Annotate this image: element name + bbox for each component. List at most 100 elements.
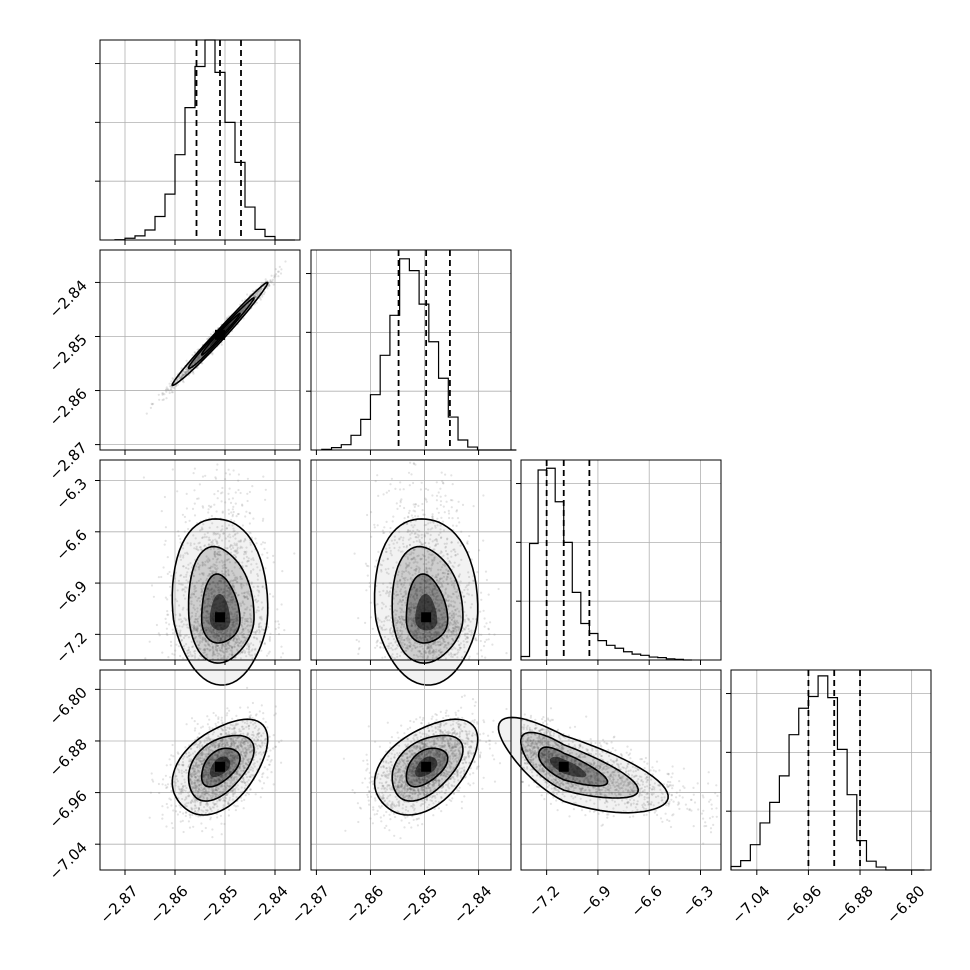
scatter-point (280, 603, 283, 606)
scatter-point (264, 278, 267, 281)
scatter-point (365, 564, 368, 567)
scatter-point (431, 494, 434, 497)
scatter-point (383, 531, 386, 534)
scatter-point (166, 633, 169, 637)
scatter-point (482, 609, 485, 612)
scatter-point (170, 574, 173, 577)
scatter-point (476, 571, 479, 574)
scatter-point (268, 284, 271, 287)
scatter-point (431, 513, 434, 516)
scatter-point (266, 556, 269, 560)
scatter-point (263, 643, 266, 646)
scatter-point (166, 572, 169, 576)
scatter-point (168, 391, 171, 395)
scatter-point (485, 622, 488, 625)
scatter-point (167, 656, 170, 659)
scatter-point (231, 513, 234, 516)
scatter-point (427, 488, 430, 491)
scatter-point (451, 517, 454, 520)
scatter-point (448, 516, 451, 520)
scatter-point (177, 530, 180, 533)
scatter-point (277, 633, 281, 636)
scatter-point (246, 499, 249, 503)
scatter-point (177, 645, 180, 648)
scatter-point (241, 309, 244, 312)
scatter-point (165, 621, 168, 624)
scatter-point (419, 488, 422, 491)
scatter-point (160, 510, 163, 513)
scatter-point (233, 520, 236, 523)
scatter-point (468, 534, 471, 538)
scatter-point (482, 494, 485, 497)
scatter-point (475, 639, 478, 642)
scatter-point (439, 500, 443, 503)
scatter-point (239, 491, 242, 495)
scatter-point (193, 359, 197, 362)
scatter-point (166, 610, 169, 613)
scatter-point (399, 488, 402, 491)
scatter-point (254, 537, 257, 540)
scatter-point (248, 490, 251, 494)
scatter-point (443, 511, 446, 514)
scatter-point (228, 473, 231, 476)
scatter-point (148, 640, 151, 643)
scatter-point (213, 493, 216, 496)
scatter-point (435, 494, 439, 497)
density-panel-2-0: −6.3−6.6−6.9−7.2 (52, 459, 301, 686)
scatter-point (165, 390, 168, 393)
scatter-point (207, 508, 210, 511)
scatter-point (150, 584, 154, 587)
scatter-point (421, 502, 424, 506)
scatter-point (240, 311, 243, 314)
scatter-point (482, 539, 485, 542)
scatter-point (181, 380, 184, 383)
scatter-point (192, 372, 195, 375)
scatter-point (145, 412, 148, 415)
scatter-point (181, 513, 184, 516)
scatter-point (410, 514, 413, 517)
scatter-point (435, 499, 438, 502)
scatter-point (263, 541, 267, 544)
scatter-point (385, 520, 388, 524)
scatter-point (261, 541, 265, 544)
scatter-point (255, 542, 258, 545)
scatter-point (274, 275, 277, 278)
scatter-point (478, 633, 481, 636)
scatter-point (485, 578, 488, 582)
scatter-point (474, 637, 478, 640)
scatter-point (403, 517, 406, 520)
scatter-point (168, 623, 171, 626)
y-tick-label-r2-1: −6.6 (52, 526, 90, 564)
scatter-point (376, 639, 379, 642)
scatter-point (182, 373, 186, 376)
scatter-point (280, 656, 283, 659)
scatter-point (149, 406, 152, 409)
scatter-point (480, 591, 483, 594)
scatter-point (237, 512, 240, 516)
scatter-point (371, 627, 374, 630)
scatter-point (357, 640, 361, 643)
scatter-point (160, 575, 163, 579)
scatter-point (277, 270, 280, 273)
scatter-point (171, 632, 175, 635)
scatter-point (375, 559, 378, 562)
scatter-point (444, 473, 447, 476)
scatter-point (265, 654, 269, 657)
scatter-point (364, 562, 367, 565)
scatter-point (173, 653, 176, 656)
scatter-point (365, 589, 368, 592)
scatter-point (497, 587, 500, 591)
scatter-point (191, 507, 195, 510)
scatter-point (261, 553, 264, 556)
scatter-point (487, 638, 490, 641)
scatter-point (353, 552, 356, 555)
panel-frame (99, 39, 301, 241)
scatter-point (389, 483, 392, 486)
scatter-point (412, 509, 415, 512)
scatter-point (276, 608, 279, 611)
scatter-point (183, 515, 186, 519)
scatter-point (211, 352, 214, 355)
scatter-point (407, 511, 410, 515)
scatter-point (260, 543, 263, 546)
scatter-point (166, 388, 170, 391)
